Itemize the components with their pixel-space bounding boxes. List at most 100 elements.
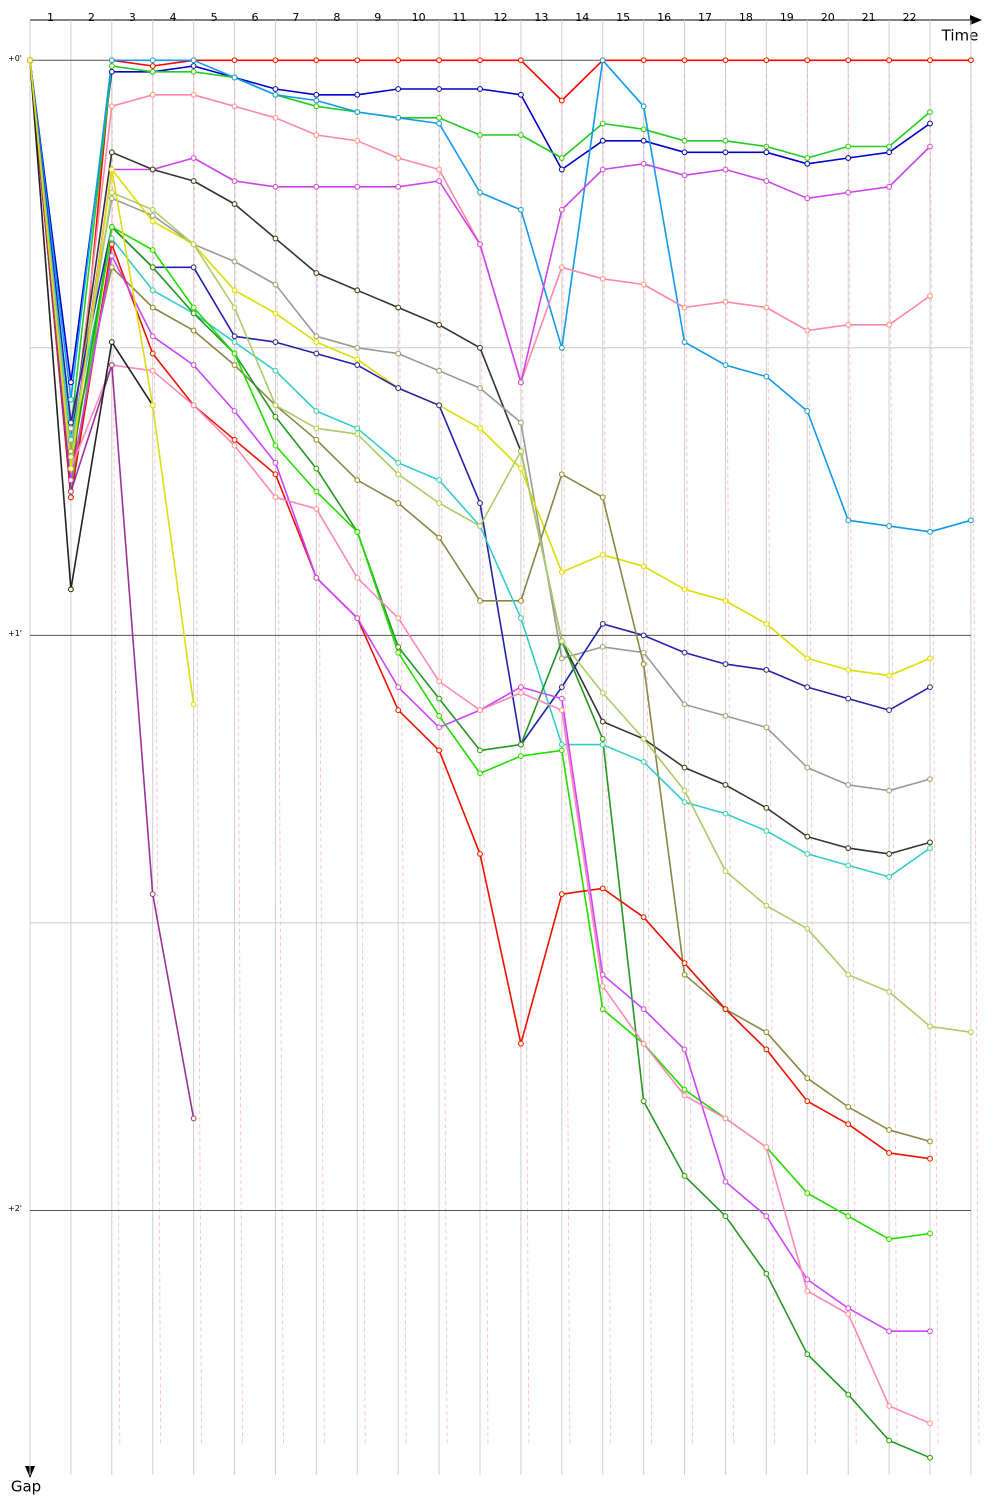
- lap-guide: [725, 60, 734, 1446]
- data-point: [108, 252, 115, 259]
- data-point: [395, 649, 402, 656]
- data-point: [68, 465, 74, 472]
- x-tick-label: 5: [211, 11, 218, 24]
- data-point: [845, 1305, 852, 1312]
- x-axis-title: Time: [941, 27, 979, 45]
- data-point: [681, 1046, 688, 1053]
- data-point: [804, 1190, 811, 1197]
- data-point: [313, 132, 320, 138]
- data-point: [722, 597, 729, 604]
- data-point: [395, 57, 402, 64]
- data-point: [190, 91, 197, 98]
- data-point: [681, 701, 688, 708]
- x-tick-label: 14: [575, 11, 589, 24]
- x-tick-label: 15: [616, 11, 630, 24]
- data-point: [845, 845, 852, 852]
- data-point: [927, 839, 933, 846]
- data-point: [845, 862, 852, 869]
- data-point: [190, 264, 197, 271]
- data-point: [108, 103, 115, 110]
- x-tick-label: 11: [453, 11, 467, 24]
- data-point: [436, 724, 442, 731]
- data-point: [231, 258, 238, 265]
- data-point: [68, 586, 74, 593]
- data-point: [640, 661, 647, 668]
- data-point: [558, 695, 565, 702]
- data-point: [436, 695, 442, 702]
- data-point: [477, 425, 483, 432]
- data-point: [845, 189, 852, 196]
- x-tick-label: 22: [903, 11, 917, 24]
- data-point: [518, 91, 524, 98]
- data-point: [108, 362, 115, 368]
- lap-guide: [806, 60, 816, 1446]
- data-point: [886, 1236, 892, 1243]
- data-point: [518, 597, 524, 604]
- data-point: [149, 212, 156, 219]
- data-point: [395, 385, 402, 391]
- data-point: [395, 304, 402, 311]
- data-point: [313, 350, 320, 357]
- data-point: [149, 402, 156, 409]
- data-point: [845, 57, 852, 64]
- data-point: [272, 459, 279, 466]
- data-point: [722, 810, 729, 817]
- data-point: [313, 574, 320, 581]
- data-point: [681, 57, 688, 64]
- data-point: [149, 63, 156, 69]
- data-point: [518, 206, 524, 213]
- data-point: [927, 1230, 933, 1237]
- data-point: [599, 741, 606, 748]
- data-point: [190, 57, 197, 64]
- data-point: [599, 494, 606, 501]
- data-point: [722, 661, 729, 668]
- data-point: [313, 103, 320, 110]
- data-point: [231, 436, 238, 443]
- data-point: [272, 442, 279, 449]
- x-tick-label: 9: [374, 11, 381, 24]
- data-point: [681, 586, 688, 593]
- data-point: [272, 367, 279, 374]
- data-point: [681, 1173, 688, 1179]
- data-point: [231, 287, 238, 294]
- x-tick-label: 18: [739, 11, 753, 24]
- data-point: [518, 448, 524, 455]
- data-point: [108, 241, 115, 248]
- data-point: [436, 678, 442, 685]
- data-point: [190, 63, 197, 69]
- data-point: [149, 218, 156, 225]
- data-point: [395, 183, 402, 190]
- data-point: [231, 74, 238, 81]
- data-point: [436, 477, 442, 483]
- data-point: [927, 1328, 933, 1335]
- data-point: [640, 1040, 647, 1047]
- data-point: [190, 701, 197, 708]
- data-point: [477, 344, 483, 351]
- series-line: [29, 60, 972, 1033]
- data-point: [681, 137, 688, 144]
- data-point: [272, 402, 279, 409]
- data-point: [640, 632, 647, 639]
- y-tick-label: +2': [8, 1204, 22, 1213]
- data-point: [272, 235, 279, 242]
- data-point: [968, 517, 974, 524]
- data-point: [558, 166, 565, 173]
- x-tick-label: 3: [129, 11, 136, 24]
- series-line: [29, 59, 972, 533]
- data-point: [395, 500, 402, 506]
- data-point: [845, 1213, 852, 1220]
- data-point: [313, 97, 320, 104]
- data-point: [599, 971, 606, 978]
- data-point: [927, 845, 933, 852]
- data-point: [108, 57, 115, 64]
- x-tick-label: 1: [47, 11, 54, 24]
- data-point: [804, 57, 811, 64]
- data-point: [272, 281, 279, 288]
- x-tick-label: 17: [698, 11, 712, 24]
- data-point: [927, 57, 933, 64]
- data-point: [886, 1403, 892, 1409]
- data-point: [190, 327, 197, 334]
- data-point: [640, 103, 647, 110]
- data-point: [927, 120, 933, 127]
